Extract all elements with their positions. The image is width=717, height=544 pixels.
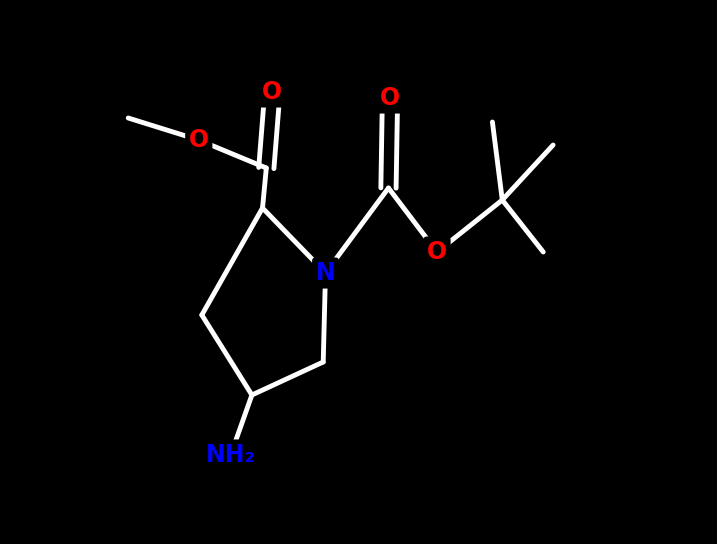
Text: O: O bbox=[427, 240, 447, 264]
Text: O: O bbox=[262, 80, 282, 104]
Text: NH₂: NH₂ bbox=[206, 443, 255, 467]
Text: O: O bbox=[189, 128, 209, 152]
Text: N: N bbox=[315, 261, 336, 285]
Text: O: O bbox=[380, 86, 400, 110]
